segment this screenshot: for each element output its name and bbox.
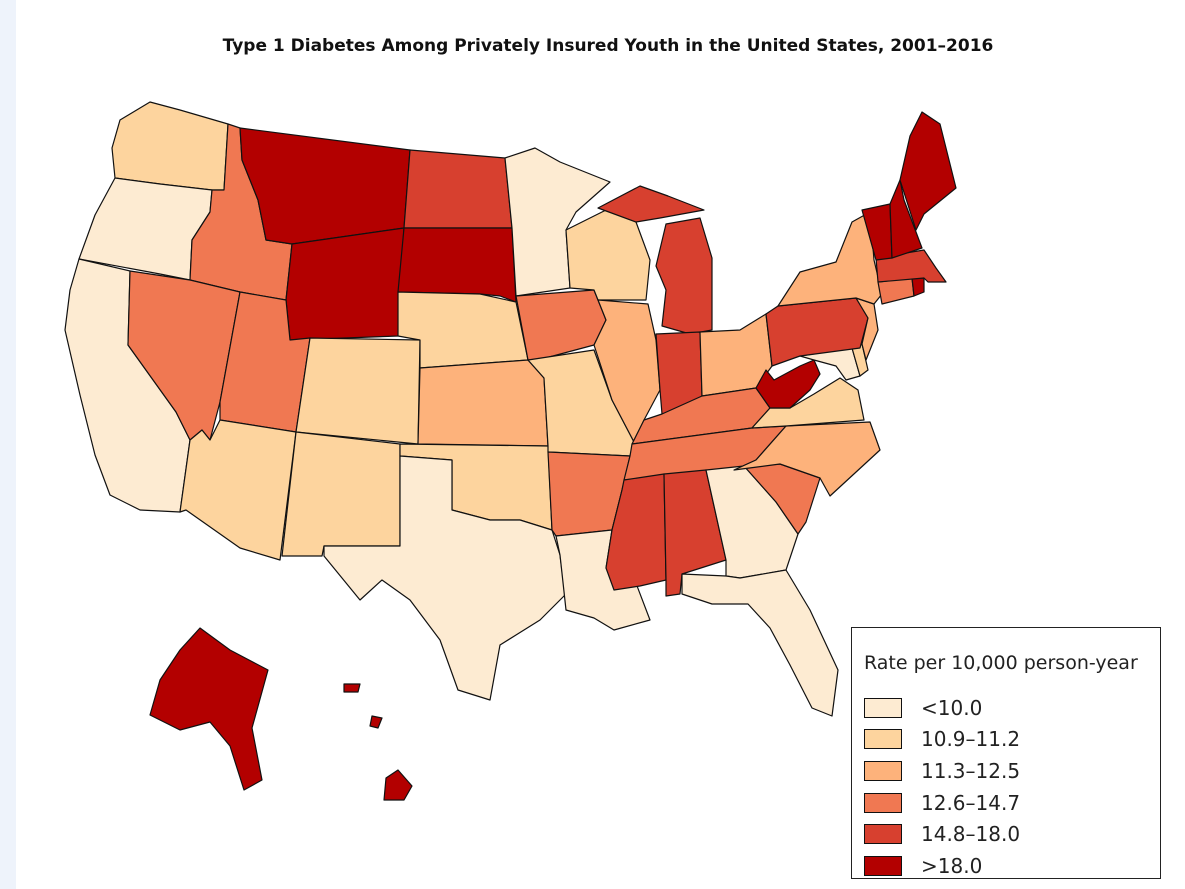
- legend-item: <10.0: [864, 692, 1020, 724]
- state-florida: [681, 569, 839, 717]
- legend-item: 14.8–18.0: [864, 818, 1020, 850]
- state-north-dakota: [403, 149, 513, 229]
- legend-items: <10.0 10.9–11.2 11.3–12.5 12.6–14.7 14.8–18.…: [864, 692, 1020, 882]
- map-legend: Rate per 10,000 person-year <10.0 10.9–11…: [851, 627, 1161, 879]
- legend-title: Rate per 10,000 person-year: [864, 652, 1138, 674]
- map-title: Type 1 Diabetes Among Privately Insured …: [222, 36, 994, 56]
- state-kansas: [417, 359, 549, 447]
- legend-label: 10.9–11.2: [921, 727, 1021, 752]
- legend-swatch: [864, 855, 902, 876]
- state-hawaii: [383, 769, 413, 801]
- state-alaska: [149, 627, 269, 791]
- legend-swatch: [864, 824, 902, 845]
- legend-label: >18.0: [921, 853, 983, 878]
- legend-label: 14.8–18.0: [921, 822, 1021, 847]
- state-montana: [239, 127, 411, 245]
- state-washington: [111, 101, 229, 191]
- state-west-virginia: [755, 359, 821, 409]
- state-colorado: [295, 337, 421, 445]
- state-new-mexico: [281, 431, 401, 557]
- legend-swatch: [864, 760, 902, 781]
- legend-item: 11.3–12.5: [864, 755, 1020, 787]
- legend-item: 12.6–14.7: [864, 787, 1020, 819]
- legend-swatch: [864, 792, 902, 813]
- state-hawaii-maui: [369, 715, 383, 729]
- state-hawaii-oahu: [343, 683, 361, 693]
- state-arizona: [179, 419, 297, 561]
- state-minnesota: [504, 147, 611, 297]
- state-texas: [323, 455, 566, 701]
- legend-label: 12.6–14.7: [921, 790, 1021, 815]
- legend-item: 10.9–11.2: [864, 724, 1020, 756]
- state-michigan-upper: [597, 185, 705, 223]
- state-rhode-island: [911, 277, 925, 297]
- state-wyoming: [285, 227, 405, 341]
- legend-swatch: [864, 729, 902, 750]
- legend-label: <10.0: [921, 695, 983, 720]
- state-new-hampshire: [889, 179, 923, 259]
- legend-swatch: [864, 697, 902, 718]
- state-michigan: [655, 217, 713, 335]
- state-north-carolina: [733, 421, 881, 497]
- state-south-dakota: [397, 227, 517, 303]
- state-maine: [899, 111, 957, 231]
- state-iowa: [515, 289, 607, 361]
- state-mississippi: [605, 473, 667, 591]
- legend-label: 11.3–12.5: [921, 758, 1021, 783]
- legend-item: >18.0: [864, 850, 1020, 882]
